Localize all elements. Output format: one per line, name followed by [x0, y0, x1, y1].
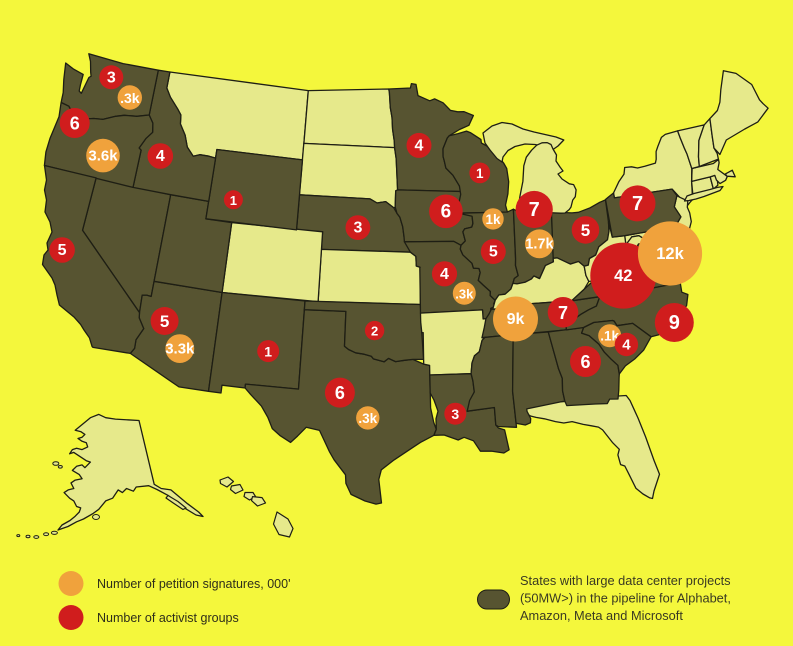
- svg-text:1: 1: [230, 193, 237, 208]
- svg-text:States with large data center: States with large data center projects: [520, 573, 731, 588]
- svg-text:9: 9: [669, 312, 680, 334]
- svg-text:3.3k: 3.3k: [165, 341, 195, 358]
- svg-text:4: 4: [156, 148, 165, 165]
- svg-text:1: 1: [476, 166, 484, 181]
- svg-text:6: 6: [335, 383, 345, 403]
- svg-text:Number of activist groups: Number of activist groups: [97, 611, 239, 625]
- svg-text:3: 3: [451, 406, 459, 422]
- svg-text:Number of petition signatures,: Number of petition signatures, 000': [97, 577, 290, 591]
- svg-text:4: 4: [622, 337, 631, 354]
- svg-text:.3k: .3k: [455, 286, 474, 301]
- svg-text:6: 6: [70, 114, 80, 134]
- svg-text:2: 2: [371, 324, 378, 339]
- svg-text:(50MW>) in the pipeline for Al: (50MW>) in the pipeline for Alphabet,: [520, 591, 731, 606]
- svg-text:12k: 12k: [656, 245, 684, 263]
- svg-text:.1k: .1k: [600, 329, 619, 344]
- svg-text:42: 42: [614, 267, 632, 285]
- svg-text:Amazon, Meta and Microsoft: Amazon, Meta and Microsoft: [520, 608, 683, 623]
- svg-text:5: 5: [581, 221, 590, 240]
- svg-text:3: 3: [107, 69, 116, 86]
- svg-text:4: 4: [415, 137, 424, 154]
- svg-text:1.7k: 1.7k: [525, 236, 554, 252]
- svg-text:4: 4: [440, 266, 449, 283]
- svg-text:5: 5: [58, 242, 67, 259]
- svg-text:6: 6: [441, 201, 452, 222]
- svg-text:1: 1: [264, 344, 272, 360]
- svg-text:1k: 1k: [485, 212, 501, 227]
- svg-text:7: 7: [529, 199, 540, 221]
- svg-text:7: 7: [558, 303, 568, 323]
- svg-text:7: 7: [632, 193, 643, 215]
- svg-text:.3k: .3k: [358, 411, 377, 426]
- svg-text:9k: 9k: [507, 311, 525, 328]
- svg-text:.3k: .3k: [120, 90, 140, 106]
- svg-text:5: 5: [160, 312, 169, 331]
- svg-text:3: 3: [353, 220, 362, 237]
- svg-text:5: 5: [489, 244, 498, 261]
- svg-text:6: 6: [580, 352, 590, 372]
- svg-text:3.6k: 3.6k: [88, 148, 118, 165]
